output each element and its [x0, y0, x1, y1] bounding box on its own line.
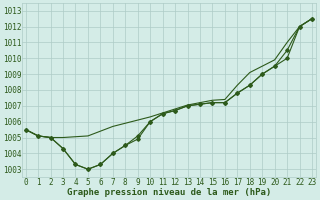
X-axis label: Graphe pression niveau de la mer (hPa): Graphe pression niveau de la mer (hPa)	[67, 188, 271, 197]
